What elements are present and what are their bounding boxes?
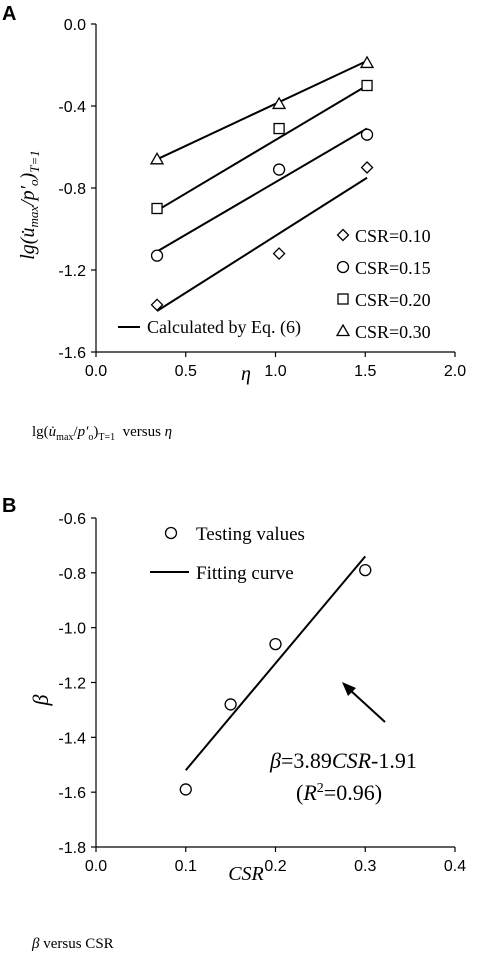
- panel-a-legend: CSR=0.10 CSR=0.15 CSR=0.20 CSR=0.30 Calculat…: [118, 226, 431, 342]
- legend-marker-square: [337, 293, 349, 305]
- panel-b-legend: Testing values Fitting curve: [150, 524, 305, 584]
- b-x-tick-label: 0.2: [264, 858, 286, 875]
- fit-line-circle: [156, 127, 368, 253]
- point-diamond: [272, 247, 286, 261]
- legend-label-diamond: CSR=0.10: [355, 226, 431, 246]
- panel-a-points: [149, 55, 375, 312]
- b-y-tick-label: -1.6: [58, 785, 86, 802]
- b-x-tick-label: 0.0: [85, 858, 107, 875]
- panel-a: A 0.0 0.5 1.0 1.5 2.0 0.0 -0.4 -0.8 -1.2 -1.6 CSR…: [2, 3, 466, 385]
- point-square: [151, 202, 163, 215]
- panel-a-fit-lines: [156, 59, 368, 312]
- point-triangle: [359, 55, 375, 69]
- a-x-tick-label: 2.0: [444, 363, 466, 380]
- legend-label-triangle: CSR=0.30: [355, 322, 431, 342]
- testing-point: [269, 637, 282, 651]
- fit-line-square: [156, 84, 368, 212]
- caption-b: β versus CSR: [32, 936, 114, 952]
- a-x-tick-label: 1.0: [264, 363, 286, 380]
- b-y-tick-label: -1.0: [58, 621, 86, 638]
- b-y-tick-label: -0.8: [58, 566, 86, 583]
- fit-line-diamond: [156, 176, 368, 312]
- annotation-arrow: [349, 689, 386, 723]
- panel-b-axes: 0.0 0.1 0.2 0.3 0.4 -0.6 -0.8 -1.0 -1.2 -1.4 -1.6 -…: [58, 511, 466, 875]
- legend-fit-label: Calculated by Eq. (6): [147, 317, 301, 338]
- b-y-tick-label: -0.6: [58, 511, 86, 528]
- a-y-tick-label: -1.2: [58, 263, 86, 280]
- testing-point: [359, 563, 372, 577]
- point-circle: [360, 128, 374, 141]
- legend-fit-label: Fitting curve: [196, 563, 294, 584]
- testing-point: [224, 698, 237, 711]
- legend-label-circle: CSR=0.15: [355, 258, 431, 278]
- a-y-tick-label: -1.6: [58, 345, 86, 362]
- fitting-curve: [184, 555, 367, 771]
- a-y-tick-label: 0.0: [64, 17, 86, 34]
- point-square: [361, 79, 373, 92]
- panel-a-ylabel: lg(u̇max/p′o)T=1: [17, 150, 42, 260]
- panel-a-axes: 0.0 0.5 1.0 1.5 2.0 0.0 -0.4 -0.8 -1.2 -1.6: [58, 17, 466, 380]
- point-triangle: [149, 151, 165, 165]
- point-circle: [272, 163, 286, 176]
- a-x-tick-label: 0.0: [85, 363, 107, 380]
- b-x-tick-label: 0.3: [354, 858, 376, 875]
- legend-marker-triangle: [335, 323, 351, 337]
- legend-marker-circle: [336, 260, 350, 274]
- caption-a: lg(u̇max/p′o)T=1 versus η: [32, 424, 173, 443]
- equation-label: β=3.89CSR-1.91: [269, 748, 417, 773]
- point-diamond: [150, 298, 164, 312]
- panel-b-label: B: [2, 495, 16, 517]
- point-circle: [150, 249, 164, 262]
- testing-point: [179, 783, 192, 796]
- b-y-tick-label: -1.8: [58, 840, 86, 857]
- panel-a-label: A: [2, 3, 16, 25]
- legend-label-square: CSR=0.20: [355, 290, 431, 310]
- a-y-tick-label: -0.8: [58, 181, 86, 198]
- legend-points-label: Testing values: [196, 524, 305, 545]
- point-diamond: [360, 161, 374, 174]
- panel-a-xlabel: η: [241, 363, 251, 385]
- legend-marker-circle: [164, 526, 178, 540]
- panel-b: B 0.0 0.1 0.2 0.3 0.4 -0.6 -0.8 -1.0 -1.2 -1.4 -1.…: [2, 495, 466, 885]
- legend-marker-diamond: [336, 228, 350, 242]
- panel-b-points: [179, 563, 372, 796]
- b-x-tick-label: 0.1: [175, 858, 197, 875]
- b-y-tick-label: -1.4: [58, 730, 86, 747]
- r-squared-label: (R2=0.96): [296, 780, 382, 805]
- panel-b-fit-line: [184, 555, 367, 771]
- point-triangle: [271, 96, 287, 110]
- a-x-tick-label: 0.5: [175, 363, 197, 380]
- a-x-tick-label: 1.5: [354, 363, 376, 380]
- point-square: [273, 122, 285, 135]
- panel-b-xlabel: CSR: [228, 863, 264, 885]
- annotation-arrowhead: [342, 682, 356, 696]
- fit-line-triangle: [156, 59, 368, 161]
- a-y-tick-label: -0.4: [58, 99, 86, 116]
- b-x-tick-label: 0.4: [444, 858, 466, 875]
- b-y-tick-label: -1.2: [58, 676, 86, 693]
- panel-b-ylabel: β: [28, 694, 53, 706]
